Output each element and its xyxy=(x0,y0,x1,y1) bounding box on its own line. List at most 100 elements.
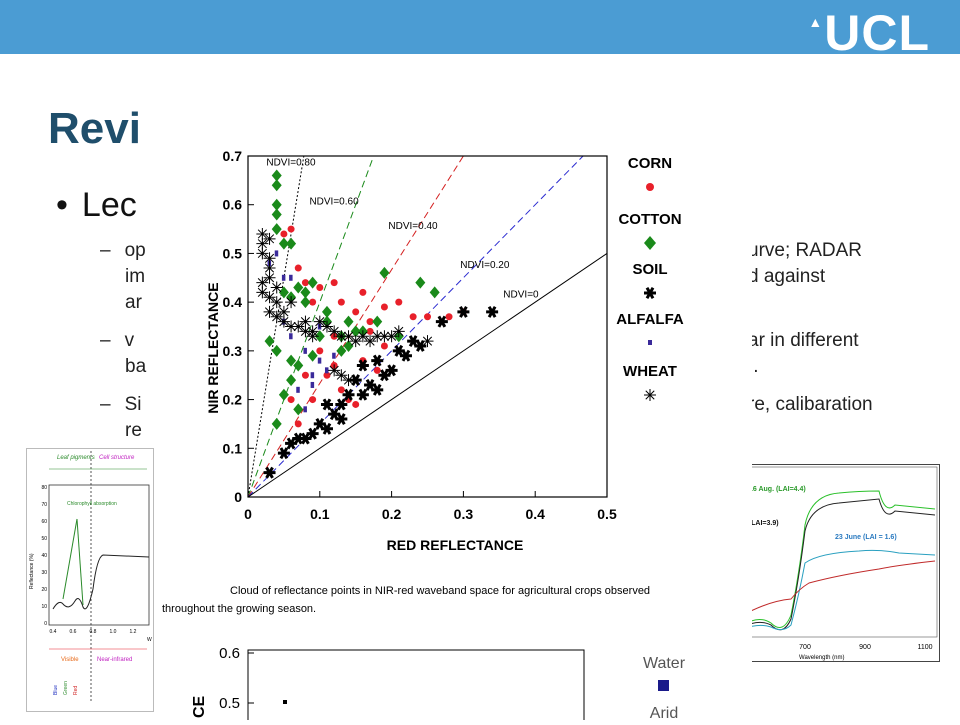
chart-caption-line1: Cloud of reflectance points in NIR-red w… xyxy=(230,585,650,597)
corn-point xyxy=(366,327,374,335)
cotton-point xyxy=(415,276,426,289)
alfalfa-point xyxy=(324,367,329,374)
corn-point xyxy=(395,298,403,306)
corn-point xyxy=(294,264,302,272)
x-tick-label: 0.5 xyxy=(597,506,617,522)
cotton-point xyxy=(293,281,304,294)
sub-bullet-3: – Si xyxy=(100,394,142,415)
water-marker xyxy=(658,680,669,691)
corn-point xyxy=(301,279,309,287)
bottom-ytick-1: 0.5 xyxy=(219,695,240,712)
wheat-point xyxy=(263,262,276,275)
data-points xyxy=(256,169,499,479)
soil-point xyxy=(277,447,290,460)
y-tick-label: 0.2 xyxy=(223,392,243,408)
sub1-line1-right: urve; RADAR xyxy=(748,240,863,261)
cotton-point xyxy=(286,354,297,367)
alfalfa-point xyxy=(303,406,307,413)
wheat-point xyxy=(313,315,326,328)
plot-frame xyxy=(247,155,608,498)
alfalfa-point xyxy=(289,274,293,281)
left-fig-xunit: W xyxy=(147,637,152,643)
wheat-point xyxy=(356,330,369,343)
left-fig-ytick: 30 xyxy=(41,570,47,576)
y-axis-ticks: 0 0.1 0.2 0.3 0.4 0.5 0.6 0.7 xyxy=(223,148,254,505)
wheat-point xyxy=(328,325,341,338)
legend-marker xyxy=(646,183,654,191)
left-fig-y-ticks: 80 70 60 50 40 30 20 10 0 xyxy=(41,485,47,627)
bottom-ytick-0: 0.6 xyxy=(219,645,240,662)
leaf-spectrum-figure: Leaf pigments Cell structure 80 70 60 50 40 3… xyxy=(26,448,154,712)
soil-point xyxy=(263,466,276,479)
ndvi-lines: NDVI=0.80 NDVI=0.60 NDVI=0.40 NDVI=0.20 NDVI… xyxy=(247,155,608,498)
legend-arid: Arid xyxy=(650,705,678,720)
corn-point xyxy=(352,308,360,316)
y-tick-label: 0.1 xyxy=(223,440,243,456)
sub1-line1: op xyxy=(124,240,146,261)
cotton-point xyxy=(286,374,297,387)
wheat-point xyxy=(385,330,398,343)
corn-point xyxy=(409,313,417,321)
corn-point xyxy=(337,298,345,306)
alfalfa-point xyxy=(303,347,307,354)
crop-spectrum-figure: 16 Aug. (LAI=4.4) ly (LAI=3.9) 23 June (… xyxy=(738,464,940,662)
legend-entry-label: ALFALFA xyxy=(616,311,684,328)
y-axis-label: NIR REFLECTANCE xyxy=(205,282,221,413)
wheat-point xyxy=(256,276,269,289)
cotton-point xyxy=(307,276,318,289)
x-tick-label: 0.1 xyxy=(310,506,330,522)
bottom-ylabel: CE xyxy=(191,695,208,718)
legend-entry-label: COTTON xyxy=(618,211,681,228)
cotton-point xyxy=(286,237,297,250)
corn-point xyxy=(424,313,431,321)
left-fig-ytick: 80 xyxy=(41,485,47,491)
cotton-point xyxy=(271,208,282,221)
sub-bullet-2: – v xyxy=(100,330,135,351)
right-fig-xtick: 700 xyxy=(799,644,811,651)
blue-label: Blue xyxy=(53,685,59,695)
sub1-line2: im xyxy=(125,266,146,287)
cotton-point xyxy=(271,223,282,236)
corn-point xyxy=(287,396,295,404)
legend-marker xyxy=(648,340,652,345)
legend-entry-label: WHEAT xyxy=(623,363,677,380)
leaf-pigments-label: Leaf pigments xyxy=(57,455,95,461)
dome-icon: ▲ xyxy=(808,14,823,30)
y-tick-label: 0.4 xyxy=(223,294,243,310)
x-axis-ticks: 0 0.1 0.2 0.3 0.4 0.5 xyxy=(244,491,617,522)
soil-point xyxy=(335,398,348,411)
header-bar: ▲ UCL xyxy=(0,0,960,58)
wheat-point xyxy=(256,237,269,250)
soil-point xyxy=(320,398,333,411)
wheat-point xyxy=(270,281,283,294)
cotton-point xyxy=(278,237,289,250)
wheat-point xyxy=(349,335,362,348)
soil-point xyxy=(392,344,405,357)
corn-point xyxy=(294,420,302,428)
alfalfa-point xyxy=(296,386,300,393)
bullet-text: Lec xyxy=(81,186,137,224)
ndvi-scatter-figure: NDVI=0.80 NDVI=0.60 NDVI=0.40 NDVI=0.20 NDVI… xyxy=(160,138,752,636)
cotton-point xyxy=(343,315,354,328)
left-fig-ytick: 40 xyxy=(41,553,47,559)
july-label: ly (LAI=3.9) xyxy=(741,520,779,527)
alfalfa-point xyxy=(310,381,315,388)
ndvi-line-label: NDVI=0.80 xyxy=(266,158,316,169)
cotton-point xyxy=(264,335,275,348)
soil-point xyxy=(407,335,420,348)
wheat-point xyxy=(299,325,312,338)
y-tick-label: 0.3 xyxy=(223,343,243,359)
visible-band-label: Visible xyxy=(61,657,79,663)
sub3-line2: re xyxy=(125,420,142,441)
left-fig-xtick: 1.0 xyxy=(110,629,117,635)
left-fig-ytick: 0 xyxy=(44,621,47,627)
wheat-point xyxy=(277,305,290,318)
cotton-point xyxy=(300,286,311,299)
red-label: Red xyxy=(73,686,79,695)
corn-point xyxy=(316,284,324,292)
soil-point xyxy=(342,388,355,401)
cotton-point xyxy=(343,339,354,352)
ndvi-line xyxy=(247,155,305,498)
right-fig-xtick: 1100 xyxy=(917,644,932,651)
wheat-point xyxy=(263,252,276,265)
